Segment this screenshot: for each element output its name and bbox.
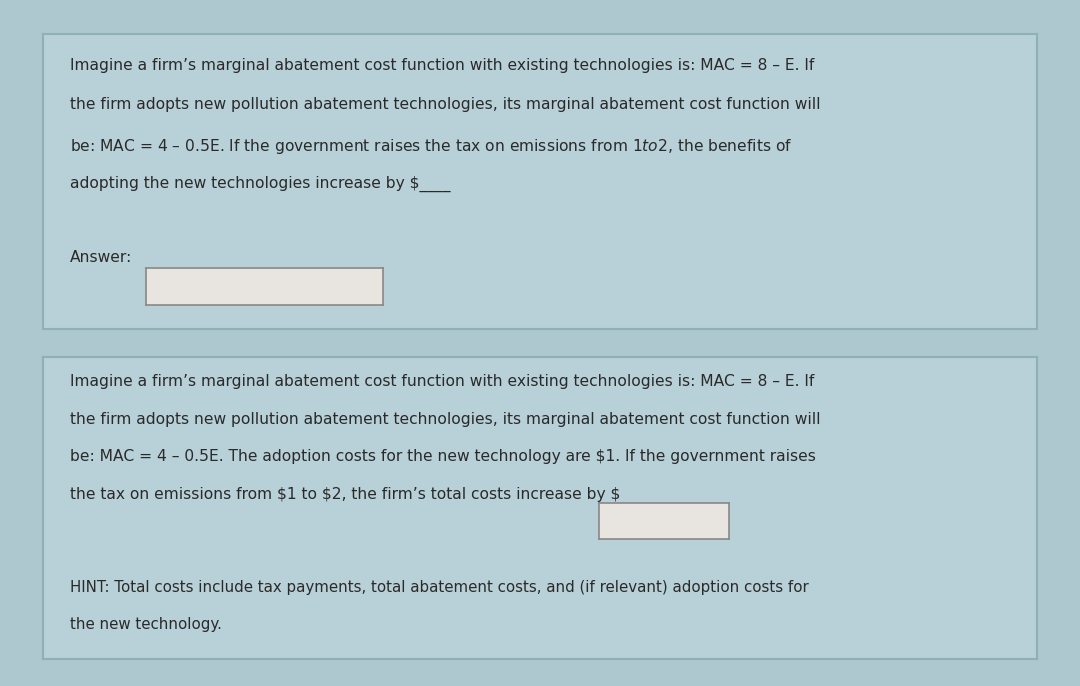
Text: Imagine a firm’s marginal abatement cost function with existing technologies is:: Imagine a firm’s marginal abatement cost… xyxy=(70,58,814,73)
Text: the tax on emissions from $1 to $2, the firm’s total costs increase by $: the tax on emissions from $1 to $2, the … xyxy=(70,487,621,502)
Text: the firm adopts new pollution abatement technologies, its marginal abatement cos: the firm adopts new pollution abatement … xyxy=(70,412,821,427)
Text: be: MAC = 4 – 0.5E. If the government raises the tax on emissions from $1 to $2,: be: MAC = 4 – 0.5E. If the government ra… xyxy=(70,137,793,156)
Text: adopting the new technologies increase by $____: adopting the new technologies increase b… xyxy=(70,176,450,192)
Text: HINT: Total costs include tax payments, total abatement costs, and (if relevant): HINT: Total costs include tax payments, … xyxy=(70,580,809,595)
Text: Answer:: Answer: xyxy=(70,250,133,265)
Text: the new technology.: the new technology. xyxy=(70,617,222,632)
Text: be: MAC = 4 – 0.5E. The adoption costs for the new technology are $1. If the gov: be: MAC = 4 – 0.5E. The adoption costs f… xyxy=(70,449,816,464)
Text: Imagine a firm’s marginal abatement cost function with existing technologies is:: Imagine a firm’s marginal abatement cost… xyxy=(70,374,814,389)
Text: the firm adopts new pollution abatement technologies, its marginal abatement cos: the firm adopts new pollution abatement … xyxy=(70,97,821,113)
